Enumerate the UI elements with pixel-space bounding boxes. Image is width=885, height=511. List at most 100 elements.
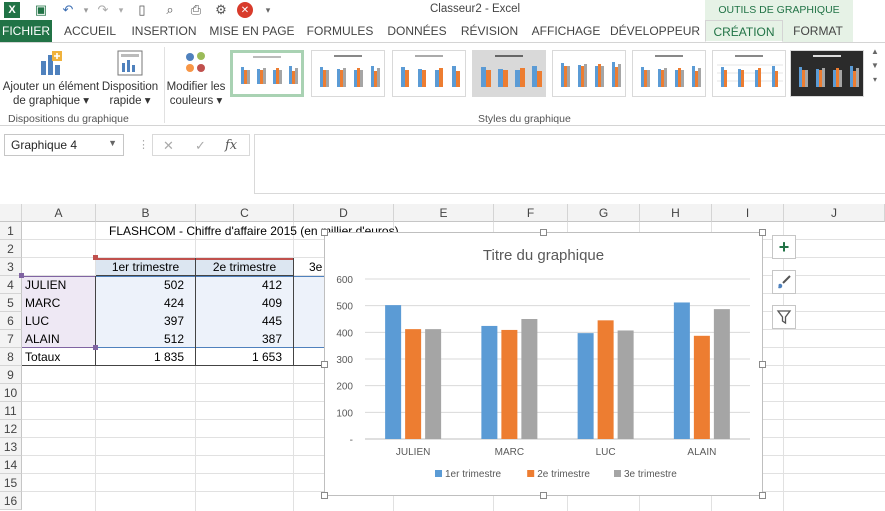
row-header-4[interactable]: 4 xyxy=(0,276,22,294)
row-name-julien[interactable]: JULIEN xyxy=(25,278,67,292)
scroll-down-icon[interactable]: ▼ xyxy=(871,61,879,70)
header-q1[interactable]: 1er trimestre xyxy=(96,258,196,276)
cell-alain-q1[interactable]: 512 xyxy=(163,332,184,346)
chart-style-7[interactable] xyxy=(712,50,786,97)
more-styles-icon[interactable]: ▾ xyxy=(872,75,877,84)
row-name-marc[interactable]: MARC xyxy=(25,296,61,310)
resize-handle-br[interactable] xyxy=(759,492,766,499)
column-header-g[interactable]: G xyxy=(568,204,640,222)
column-header-d[interactable]: D xyxy=(294,204,394,222)
row-header-3[interactable]: 3 xyxy=(0,258,22,276)
quick-layout-button[interactable]: Disposition rapide ▾ xyxy=(100,49,160,108)
tab-creation[interactable]: CRÉATION xyxy=(705,20,783,42)
cell-total-q1[interactable]: 1 835 xyxy=(153,350,184,364)
row-header-2[interactable]: 2 xyxy=(0,240,22,258)
chart-styles-button[interactable] xyxy=(772,270,796,294)
chart-elements-button[interactable]: + xyxy=(772,235,796,259)
column-header-c[interactable]: C xyxy=(196,204,294,222)
tab-revision[interactable]: RÉVISION xyxy=(460,24,519,38)
tab-donnees[interactable]: DONNÉES xyxy=(387,24,447,38)
resize-handle-r[interactable] xyxy=(759,361,766,368)
tab-accueil[interactable]: ACCUEIL xyxy=(63,24,116,38)
row-header-12[interactable]: 12 xyxy=(0,420,22,438)
row-header-10[interactable]: 10 xyxy=(0,384,22,402)
redo-icon[interactable]: ↷ xyxy=(97,2,109,17)
row-header-1[interactable]: 1 xyxy=(0,222,22,240)
row-header-16[interactable]: 16 xyxy=(0,492,22,510)
styles-gallery-scroll[interactable]: ▲ ▼ ▾ xyxy=(869,47,881,89)
cell-julien-q1[interactable]: 502 xyxy=(163,278,184,292)
row-header-14[interactable]: 14 xyxy=(0,456,22,474)
cell-marc-q2[interactable]: 409 xyxy=(261,296,282,310)
customize-qat-icon[interactable]: ▾ xyxy=(265,4,271,15)
tab-affichage[interactable]: AFFICHAGE xyxy=(531,24,601,38)
chart-style-3[interactable] xyxy=(392,50,466,97)
column-header-a[interactable]: A xyxy=(22,204,96,222)
quick-print-icon[interactable]: ⎙ xyxy=(190,2,202,17)
row-name-totaux[interactable]: Totaux xyxy=(25,350,61,364)
tab-formules[interactable]: FORMULES xyxy=(306,24,374,38)
row-header-9[interactable]: 9 xyxy=(0,366,22,384)
cell-luc-q2[interactable]: 445 xyxy=(261,314,282,328)
new-document-icon[interactable]: ▯ xyxy=(138,2,146,17)
resize-handle-tl[interactable] xyxy=(321,229,328,236)
change-colors-button[interactable]: Modifier les couleurs ▾ xyxy=(166,49,226,108)
chart-style-5[interactable] xyxy=(552,50,626,97)
name-box-dropdown-icon[interactable]: ▼ xyxy=(108,138,117,148)
row-name-luc[interactable]: LUC xyxy=(25,314,50,328)
chart-title[interactable]: Titre du graphique xyxy=(482,247,605,264)
print-preview-icon[interactable]: ⌕ xyxy=(166,2,174,17)
column-header-i[interactable]: I xyxy=(712,204,784,222)
resize-handle-l[interactable] xyxy=(321,361,328,368)
resize-handle-tr[interactable] xyxy=(759,229,766,236)
name-box[interactable]: Graphique 4 ▼ xyxy=(4,134,124,156)
chart-style-8[interactable] xyxy=(790,50,864,97)
macro-icon[interactable]: ⚙ xyxy=(215,2,227,17)
row-header-15[interactable]: 15 xyxy=(0,474,22,492)
add-chart-element-button[interactable]: Ajouter un élément de graphique ▾ xyxy=(2,49,100,108)
cell-julien-q2[interactable]: 412 xyxy=(261,278,282,292)
select-all-corner[interactable] xyxy=(0,204,22,222)
tab-developpeur[interactable]: DÉVELOPPEUR xyxy=(610,24,701,38)
undo-dropdown-icon[interactable]: ▾ xyxy=(83,4,89,15)
row-header-11[interactable]: 11 xyxy=(0,402,22,420)
chart-filters-button[interactable] xyxy=(772,305,796,329)
undo-icon[interactable]: ↶ xyxy=(62,2,74,17)
cell-marc-q1[interactable]: 424 xyxy=(163,296,184,310)
row-header-6[interactable]: 6 xyxy=(0,312,22,330)
enter-icon[interactable]: ✓ xyxy=(195,138,206,153)
resize-handle-t[interactable] xyxy=(540,229,547,236)
tab-insertion[interactable]: INSERTION xyxy=(131,24,197,38)
cancel-icon[interactable]: ✕ xyxy=(163,138,174,153)
formula-input[interactable] xyxy=(254,134,885,194)
chart-plot[interactable]: - 100 200 300 400 500 600 JULIEN MARC LUC ALAIN 1er… xyxy=(325,233,762,495)
insert-function-icon[interactable]: fx xyxy=(225,138,238,153)
cell-total-q2[interactable]: 1 653 xyxy=(251,350,282,364)
chart[interactable]: Titre du graphique - 100 200 300 400 500 600 JU… xyxy=(321,229,766,499)
row-header-7[interactable]: 7 xyxy=(0,330,22,348)
tab-format[interactable]: FORMAT xyxy=(783,20,853,42)
redo-dropdown-icon[interactable]: ▾ xyxy=(118,4,124,15)
column-header-b[interactable]: B xyxy=(96,204,196,222)
resize-handle-bl[interactable] xyxy=(321,492,328,499)
column-header-j[interactable]: J xyxy=(784,204,885,222)
chart-style-1[interactable] xyxy=(230,50,304,97)
header-q3[interactable]: 3e xyxy=(309,260,323,274)
header-q2[interactable]: 2e trimestre xyxy=(196,258,294,276)
chart-style-2[interactable] xyxy=(311,50,385,97)
column-header-e[interactable]: E xyxy=(394,204,494,222)
column-header-h[interactable]: H xyxy=(640,204,712,222)
cell-alain-q2[interactable]: 387 xyxy=(261,332,282,346)
stop-icon[interactable]: ✕ xyxy=(237,2,253,18)
row-name-alain[interactable]: ALAIN xyxy=(25,332,60,346)
row-header-5[interactable]: 5 xyxy=(0,294,22,312)
row-header-13[interactable]: 13 xyxy=(0,438,22,456)
chart-style-4[interactable] xyxy=(472,50,546,97)
save-icon[interactable]: ▣ xyxy=(34,2,48,17)
cell-luc-q1[interactable]: 397 xyxy=(163,314,184,328)
column-header-f[interactable]: F xyxy=(494,204,568,222)
resize-handle-b[interactable] xyxy=(540,492,547,499)
tab-mise-en-page[interactable]: MISE EN PAGE xyxy=(209,24,295,38)
scroll-up-icon[interactable]: ▲ xyxy=(871,47,879,56)
tab-fichier[interactable]: FICHIER xyxy=(0,20,52,42)
